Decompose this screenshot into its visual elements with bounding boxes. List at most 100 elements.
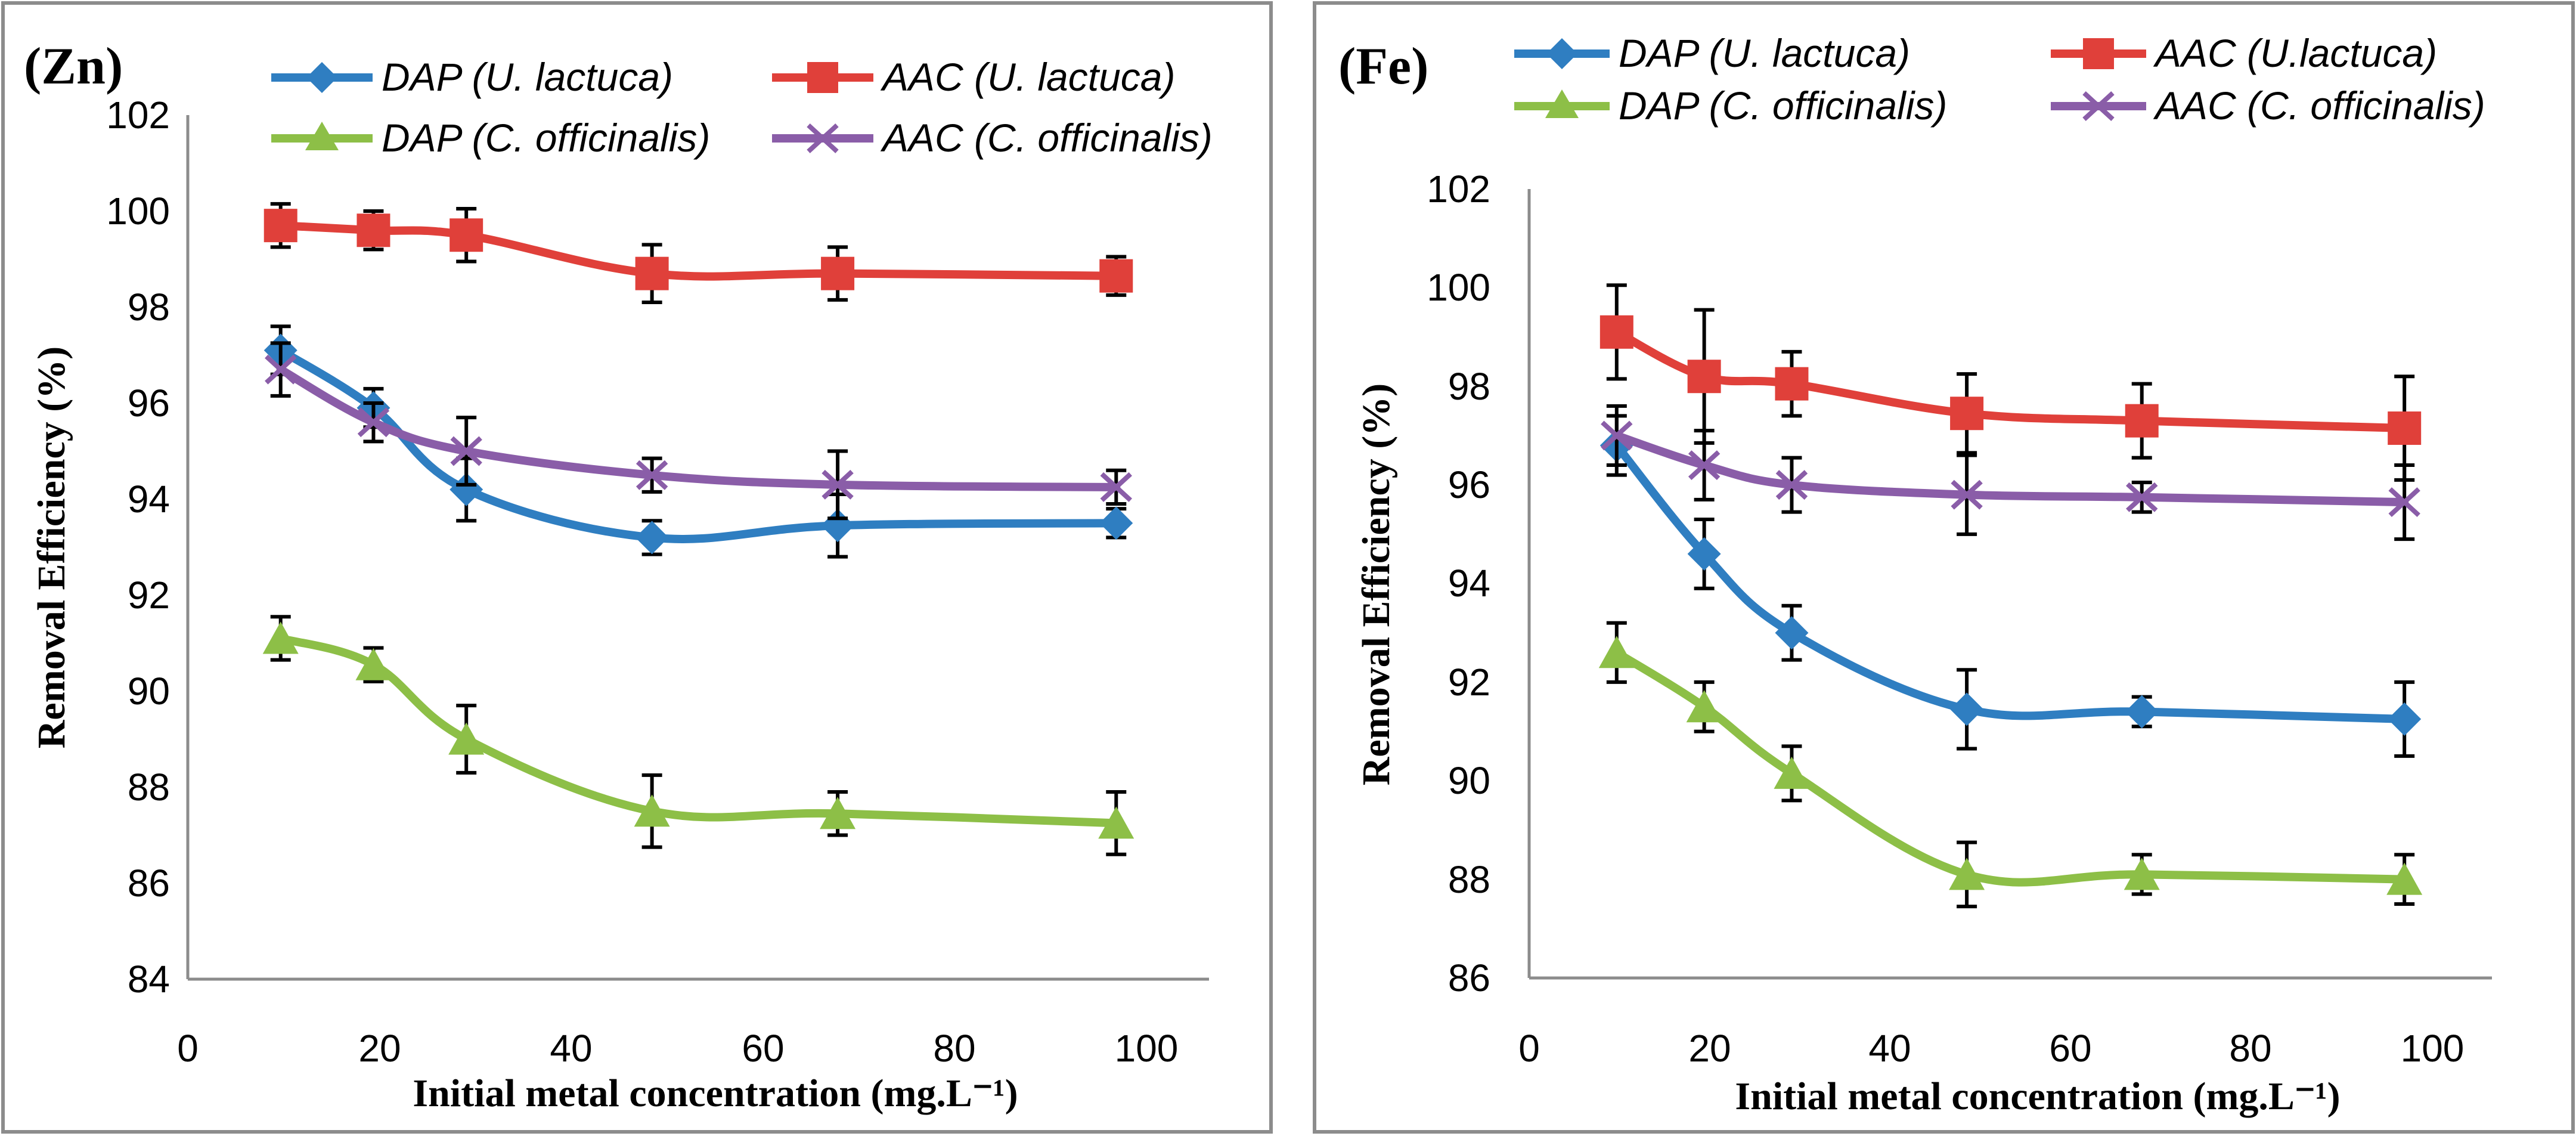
fe-point-aac-cofficinalis [1688, 450, 1721, 480]
fe-series-dap-cofficinalis [1598, 621, 2423, 909]
legend-zn-marker-aac-ulactuca [807, 62, 838, 93]
fe-point-aac-cofficinalis [2388, 487, 2420, 518]
zn-plot-area [262, 202, 1134, 856]
fe-series-aac-ulactuca [1599, 283, 2422, 482]
legend-fe-marker-dap-ulactuca [1546, 38, 1577, 69]
zn-point-aac-cofficinalis [450, 436, 482, 466]
fe-point-aac-ulactuca [1950, 397, 1984, 431]
legend-zn-text-dap-ulactuca: DAP (U. lactuca) [382, 55, 673, 99]
fe-x-tick-label: 100 [2401, 1027, 2465, 1070]
zn-point-aac-ulactuca [357, 213, 390, 247]
zn-y-tick-label: 86 [128, 862, 170, 905]
zn-series-dap-cofficinalis [262, 615, 1134, 856]
panel-zn: (Zn) DAP (U. lactuca) AAC (U. lactuca) D… [1, 1, 1273, 1134]
fe-point-aac-ulactuca [1687, 360, 1721, 394]
zn-x-tick-label: 40 [550, 1027, 592, 1070]
fe-y-tick-label: 96 [1448, 463, 1490, 506]
fe-point-dap-cofficinalis [2124, 858, 2160, 890]
legend-fe-marker-dap-cofficinalis [1545, 89, 1579, 118]
zn-point-aac-ulactuca [635, 256, 669, 290]
zn-y-tick-label: 84 [128, 958, 170, 1001]
zn-point-aac-cofficinalis [1100, 472, 1132, 502]
fe-point-dap-ulactuca [2388, 702, 2422, 736]
fe-y-axis-title: Removal Efficiency (%) [1354, 383, 1398, 785]
legend-fe-marker-aac-cofficinalis [2082, 91, 2115, 121]
zn-point-aac-ulactuca [821, 256, 855, 290]
zn-x-tick-label: 20 [358, 1027, 401, 1070]
zn-point-aac-ulactuca [450, 218, 483, 252]
legend-fe-text-dap-ulactuca: DAP (U. lactuca) [1619, 31, 1910, 75]
fe-y-tick-label: 102 [1427, 168, 1490, 211]
zn-x-tick-label: 0 [177, 1027, 199, 1070]
panel-fe-frame [1313, 1, 2575, 1134]
fe-point-aac-cofficinalis [2126, 482, 2158, 512]
fe-y-tick-label: 88 [1448, 858, 1490, 901]
legend-zn-item-aac-cofficinalis: AAC (C. officinalis) [772, 116, 1213, 160]
fe-series-dap-ulactuca [1599, 414, 2422, 758]
legend-zn-item-aac-ulactuca: AAC (U. lactuca) [772, 55, 1175, 99]
fe-point-aac-cofficinalis [1601, 420, 1633, 451]
fe-y-tick-label: 98 [1448, 365, 1490, 408]
fe-point-aac-cofficinalis [1951, 479, 1983, 510]
zn-y-tick-label: 88 [128, 766, 170, 809]
fe-point-dap-ulactuca [1950, 692, 1984, 726]
fe-x-tick-label: 20 [1688, 1027, 1731, 1070]
zn-x-ticks: 0 20 40 60 80 100 [177, 1027, 1178, 1070]
panel-fe: (Fe) DAP (U. lactuca) AAC (U.lactuca) DA… [1313, 1, 2575, 1134]
zn-y-tick-label: 98 [128, 286, 170, 329]
legend-fe-text-aac-ulactuca: AAC (U.lactuca) [2153, 31, 2437, 75]
zn-y-tick-label: 96 [128, 382, 170, 425]
fe-point-dap-ulactuca [2125, 695, 2159, 729]
legend-zn-marker-dap-ulactuca [306, 62, 337, 93]
fe-y-tick-label: 94 [1448, 562, 1490, 605]
fe-point-dap-cofficinalis [1774, 756, 1810, 789]
fe-point-dap-cofficinalis [1949, 858, 1985, 890]
fe-series-aac-cofficinalis [1601, 404, 2420, 541]
legend-fe-marker-aac-ulactuca [2083, 38, 2114, 69]
zn-point-dap-ulactuca [1099, 506, 1133, 540]
zn-point-dap-cofficinalis [262, 621, 299, 654]
legend-zn-text-dap-cofficinalis: DAP (C. officinalis) [382, 116, 710, 160]
legend-zn-text-aac-ulactuca: AAC (U. lactuca) [880, 55, 1175, 99]
zn-point-dap-cofficinalis [448, 722, 485, 755]
fe-point-dap-cofficinalis [1686, 690, 1722, 723]
panel-zn-frame [1, 1, 1273, 1134]
legend-fe-text-dap-cofficinalis: DAP (C. officinalis) [1619, 83, 1947, 128]
legend-zn-item-dap-ulactuca: DAP (U. lactuca) [271, 55, 673, 99]
panel-zn-label: (Zn) [24, 38, 123, 95]
zn-y-tick-label: 100 [106, 190, 170, 233]
zn-point-aac-ulactuca [264, 209, 297, 243]
zn-point-aac-cofficinalis [357, 407, 390, 438]
zn-point-dap-cofficinalis [355, 648, 392, 680]
legend-fe-item-dap-ulactuca: DAP (U. lactuca) [1514, 31, 1910, 75]
fe-y-tick-label: 100 [1427, 266, 1490, 309]
fe-y-tick-label: 92 [1448, 661, 1490, 704]
legend-fe-item-dap-cofficinalis: DAP (C. officinalis) [1514, 83, 1947, 128]
zn-x-axis-title: Initial metal concentration (mg.L⁻¹) [413, 1072, 1018, 1115]
legend-fe-text-aac-cofficinalis: AAC (C. officinalis) [2153, 83, 2485, 128]
fe-x-ticks: 0 20 40 60 80 100 [1518, 1027, 2464, 1070]
zn-x-tick-label: 100 [1115, 1027, 1179, 1070]
legend-fe: DAP (U. lactuca) AAC (U.lactuca) DAP (C.… [1514, 31, 2485, 128]
fe-point-dap-ulactuca [1775, 616, 1809, 650]
zn-point-aac-cofficinalis [636, 460, 668, 490]
zn-point-dap-cofficinalis [1098, 806, 1134, 839]
fe-point-dap-cofficinalis [2386, 862, 2423, 895]
fe-x-axis-title: Initial metal concentration (mg.L⁻¹) [1735, 1075, 2340, 1118]
fe-y-tick-label: 86 [1448, 957, 1490, 999]
zn-x-tick-label: 80 [933, 1027, 975, 1070]
zn-y-tick-label: 102 [106, 94, 170, 137]
zn-y-tick-label: 90 [128, 670, 170, 713]
fe-point-aac-ulactuca [1775, 367, 1809, 401]
legend-zn-marker-dap-cofficinalis [305, 122, 339, 150]
legend-zn-text-aac-cofficinalis: AAC (C. officinalis) [880, 116, 1213, 160]
fe-point-aac-cofficinalis [1775, 470, 1808, 500]
panel-fe-label: (Fe) [1338, 38, 1428, 95]
zn-series-aac-ulactuca [264, 202, 1133, 304]
fe-y-tick-label: 90 [1448, 759, 1490, 802]
zn-point-dap-ulactuca [450, 472, 483, 506]
fe-x-tick-label: 80 [2229, 1027, 2271, 1070]
zn-y-axis-title: Removal Efficiency (%) [30, 346, 73, 748]
fe-x-tick-label: 60 [2049, 1027, 2091, 1070]
